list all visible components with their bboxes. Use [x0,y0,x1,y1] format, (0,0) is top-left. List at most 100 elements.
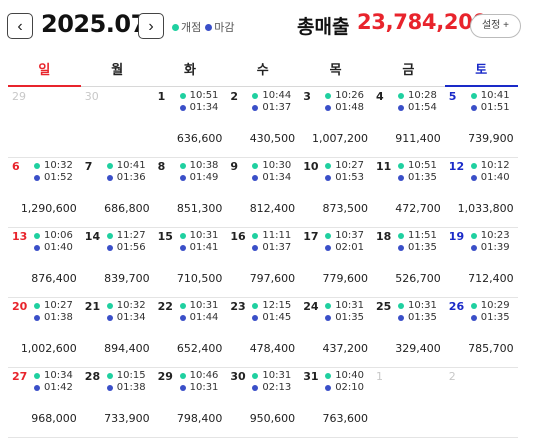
close-time: 01:34 [189,102,219,113]
close-dot-icon [470,105,477,111]
calendar-day[interactable]: 22 10:31 01:44 652,400 [153,298,227,368]
close-dot-icon [106,175,113,181]
open-time: 10:27 [44,300,73,311]
calendar-day[interactable]: 11 10:51 01:35 472,700 [372,158,445,228]
close-time: 01:40 [480,172,510,183]
open-dot-icon [252,303,259,309]
calendar-day[interactable]: 30 [80,88,154,158]
close-dot-icon [106,315,113,321]
day-number: 22 [157,300,173,313]
calendar-day[interactable]: 30 10:31 02:13 950,600 [226,368,300,438]
open-dot-icon [179,303,186,309]
settings-button[interactable]: 설정 + [470,14,521,38]
calendar-day[interactable]: 25 10:31 01:35 329,400 [372,298,445,368]
calendar-day[interactable]: 5 10:41 01:51 739,900 [444,88,518,158]
close-dot-icon [252,105,259,111]
day-number: 19 [448,230,465,243]
weekday-5: 금 [372,60,445,87]
daily-sales-amount: 1,290,600 [20,202,77,215]
open-dot-icon [106,233,113,239]
calendar-day[interactable]: 2 [444,368,518,438]
open-close-times: 10:40 02:10 [325,370,364,394]
calendar-day[interactable]: 2 10:44 01:37 430,500 [226,88,300,158]
day-number: 8 [157,160,166,173]
day-number: 11 [376,160,392,173]
day-number: 24 [303,300,319,313]
open-time: 11:51 [408,230,437,241]
open-time: 10:31 [335,300,365,311]
calendar-day[interactable]: 1 [372,368,445,438]
open-time: 10:51 [408,160,437,171]
calendar-day[interactable]: 23 12:15 01:45 478,400 [226,298,300,368]
legend-open-label: 개점 [181,21,202,34]
daily-sales-amount: 797,600 [249,272,296,285]
calendar-day[interactable]: 27 10:34 01:42 968,000 [8,368,81,438]
weekday-1: 월 [80,60,154,87]
open-time: 12:15 [262,300,292,311]
calendar-day[interactable]: 13 10:06 01:40 876,400 [8,228,81,298]
day-number: 1 [157,90,166,103]
calendar-day[interactable]: 1 10:51 01:34 636,600 [153,88,227,158]
calendar-day[interactable]: 26 10:29 01:35 785,700 [444,298,518,368]
calendar-day[interactable]: 10 10:27 01:53 873,500 [299,158,372,228]
calendar-day[interactable]: 28 10:15 01:38 733,900 [80,368,154,438]
weekday-6: 토 [444,60,518,87]
calendar-day[interactable]: 24 10:31 01:35 437,200 [299,298,372,368]
open-close-times: 10:31 01:44 [179,300,219,324]
open-time: 11:27 [116,230,146,241]
day-number: 29 [157,370,173,383]
calendar-day[interactable]: 31 10:40 02:10 763,600 [299,368,372,438]
calendar-day[interactable]: 16 11:11 01:37 797,600 [226,228,300,298]
calendar-day[interactable]: 9 10:30 01:34 812,400 [226,158,300,228]
calendar-day[interactable]: 6 10:32 01:52 1,290,600 [8,158,81,228]
calendar-day[interactable]: 20 10:27 01:38 1,002,600 [8,298,81,368]
calendar-day[interactable]: 29 10:46 10:31 798,400 [153,368,227,438]
calendar-day[interactable]: 3 10:26 01:48 1,007,200 [299,88,372,158]
close-dot-icon [179,245,186,251]
open-time: 10:41 [116,160,146,171]
close-dot-icon [106,245,113,251]
next-month-button[interactable]: › [138,13,164,39]
calendar-day[interactable]: 18 11:51 01:35 526,700 [372,228,445,298]
open-dot-icon [252,93,259,99]
close-time: 01:52 [44,172,73,183]
calendar-day[interactable]: 7 10:41 01:36 686,800 [80,158,154,228]
open-dot-icon [252,163,259,169]
calendar-day[interactable]: 29 [8,88,81,158]
prev-month-button[interactable]: ‹ [7,13,33,39]
open-dot-icon [34,373,40,379]
calendar-day[interactable]: 4 10:28 01:54 911,400 [372,88,445,158]
close-time: 01:37 [262,242,292,253]
daily-sales-amount: 763,600 [322,412,368,425]
calendar-day[interactable]: 17 10:37 02:01 779,600 [299,228,372,298]
day-number: 14 [84,230,101,243]
open-time: 10:41 [480,90,510,101]
daily-sales-amount: 851,300 [176,202,223,215]
open-close-times: 10:38 01:49 [179,160,218,184]
open-close-times: 10:44 01:37 [252,90,291,114]
calendar-day[interactable]: 19 10:23 01:39 712,400 [444,228,518,298]
open-dot-icon [325,373,332,379]
daily-sales-amount: 812,400 [249,202,296,215]
close-time: 01:39 [480,242,510,253]
open-close-times: 10:06 01:40 [34,230,73,254]
daily-sales-amount: 733,900 [104,412,150,425]
calendar-day[interactable]: 14 11:27 01:56 839,700 [80,228,154,298]
close-dot-icon [470,315,477,321]
close-dot-icon [325,385,332,391]
calendar-day[interactable]: 12 10:12 01:40 1,033,800 [444,158,518,228]
calendar-day[interactable]: 21 10:32 01:34 894,400 [80,298,154,368]
open-time: 10:31 [189,300,219,311]
calendar-day[interactable]: 8 10:38 01:49 851,300 [153,158,227,228]
open-time: 10:37 [335,230,365,241]
open-time: 10:12 [480,160,510,171]
weekday-2: 화 [153,60,227,87]
open-close-times: 10:31 01:35 [325,300,364,324]
open-dot-icon [179,233,186,239]
open-time: 10:34 [44,370,73,381]
close-dot-icon [325,315,332,321]
close-time: 01:34 [262,172,292,183]
calendar-day[interactable]: 15 10:31 01:41 710,500 [153,228,227,298]
daily-sales-amount: 950,600 [249,412,296,425]
